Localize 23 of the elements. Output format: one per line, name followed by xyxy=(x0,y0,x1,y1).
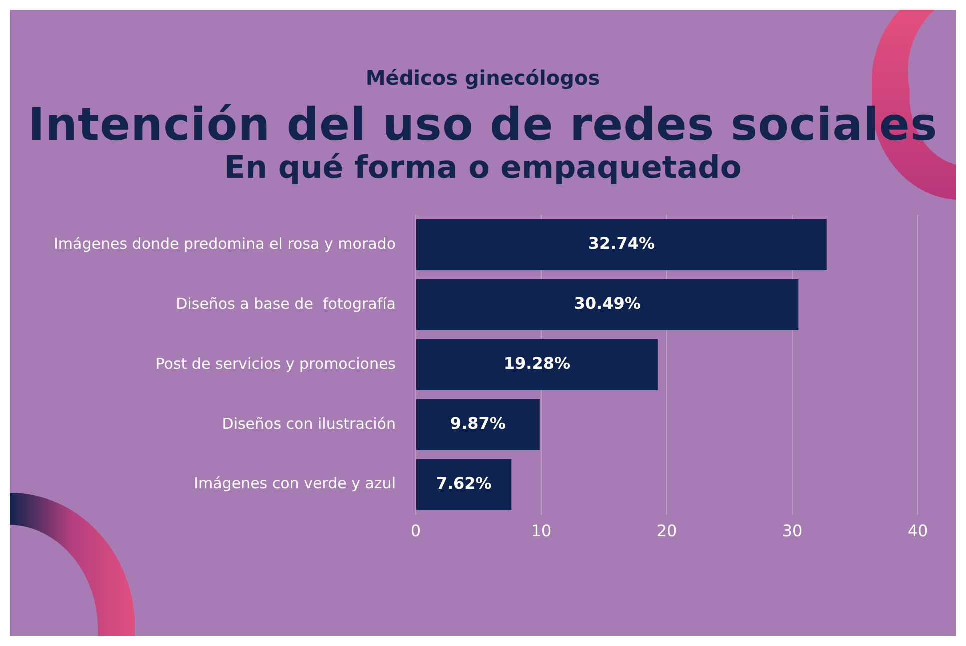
text: Médicos ginecólogos xyxy=(364,66,602,90)
data-label: 19.28% xyxy=(504,354,571,374)
x-tick-label: 0 xyxy=(410,522,422,541)
x-tick-label: 30 xyxy=(782,522,803,541)
y-tick-label: Diseños a base de fotografía xyxy=(176,294,396,313)
chart-subtitle: En qué forma o empaquetado xyxy=(223,150,743,186)
bar xyxy=(416,459,512,510)
data-label: 32.74% xyxy=(588,234,656,254)
x-tick-label: 40 xyxy=(908,522,928,541)
data-label: 30.49% xyxy=(574,294,641,314)
data-label: 9.87% xyxy=(450,414,506,434)
bar xyxy=(416,339,658,390)
y-tick-label: Diseños con ilustración xyxy=(222,414,396,433)
x-tick-label: 20 xyxy=(656,522,678,541)
x-tick-label: 10 xyxy=(531,522,552,541)
bar xyxy=(416,219,827,270)
bar xyxy=(416,399,540,450)
chart-title: Intención del uso de redes sociales xyxy=(27,98,939,151)
y-tick-label: Imágenes con verde y azul xyxy=(194,474,396,493)
bar xyxy=(416,279,799,330)
y-tick-label: Imágenes donde predomina el rosa y morado xyxy=(54,234,396,253)
data-label: 7.62% xyxy=(436,474,492,493)
y-tick-label: Post de servicios y promociones xyxy=(156,354,396,373)
